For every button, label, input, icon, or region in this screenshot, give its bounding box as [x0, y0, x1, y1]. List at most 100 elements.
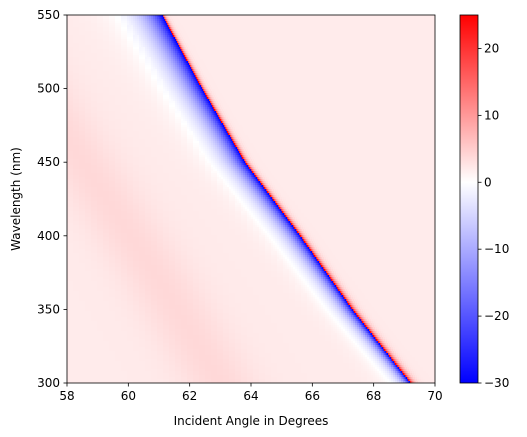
heatmap-cell [235, 29, 242, 32]
heatmap-cell [190, 35, 193, 38]
heatmap-cell [198, 27, 201, 30]
heatmap-cell [206, 31, 209, 34]
heatmap-cell [183, 19, 186, 22]
heatmap-cell [193, 37, 196, 40]
heatmap-cell [176, 37, 178, 40]
heatmap-cell [187, 37, 190, 40]
heatmap-cell [190, 27, 193, 30]
heatmap-cell [213, 33, 220, 36]
heatmap-cell [73, 15, 80, 18]
heatmap-cell [177, 15, 180, 18]
heatmap-cell [167, 37, 170, 40]
heatmap-cell [204, 17, 211, 20]
heatmap-cell [166, 25, 168, 28]
heatmap-cell [212, 35, 215, 38]
heatmap-cell [360, 17, 367, 20]
heatmap-cell [201, 15, 204, 18]
heatmap-cell [145, 35, 148, 38]
heatmap-cell [227, 15, 234, 18]
heatmap-cell [149, 27, 152, 30]
heatmap-cell [197, 23, 200, 26]
heatmap-cell [139, 19, 142, 22]
heatmap-cell [221, 25, 228, 28]
heatmap-cell [85, 37, 92, 40]
heatmap-cell [160, 15, 162, 18]
heatmap-cell [399, 33, 406, 36]
heatmap-cell [196, 31, 199, 34]
heatmap-cell [179, 33, 182, 36]
heatmap-cell [260, 21, 267, 24]
heatmap-cell [340, 35, 347, 38]
heatmap-cell [183, 29, 186, 32]
heatmap-cell [163, 33, 166, 36]
heatmap-cell [254, 21, 261, 24]
plot-area [67, 15, 435, 383]
heatmap-cell [153, 31, 156, 34]
heatmap-cell [67, 15, 74, 18]
heatmap-cell [121, 21, 128, 24]
heatmap-cell [194, 31, 197, 34]
heatmap-cell [139, 31, 142, 34]
heatmap-cell [153, 37, 156, 40]
heatmap-cell [139, 29, 142, 32]
heatmap-cell [182, 17, 185, 20]
heatmap-cell [269, 25, 276, 28]
heatmap-cell [155, 25, 158, 28]
heatmap-cell [242, 21, 249, 24]
heatmap-cell [176, 33, 178, 36]
heatmap-cell [171, 19, 174, 22]
heatmap-cell [332, 31, 339, 34]
heatmap-cell [159, 27, 162, 30]
heatmap-cell [151, 35, 154, 38]
heatmap-cell [171, 37, 173, 40]
heatmap-cell [360, 27, 367, 30]
heatmap-cell [331, 19, 338, 22]
heatmap-cell [319, 29, 326, 32]
heatmap-cell [342, 17, 349, 20]
heatmap-cell [331, 29, 338, 32]
heatmap-cell [372, 17, 379, 20]
heatmap-cell [115, 21, 122, 24]
heatmap-cell [155, 23, 158, 26]
heatmap-cell [91, 21, 98, 24]
heatmap-cells [67, 15, 435, 383]
heatmap-cell [155, 31, 158, 34]
heatmap-cell [208, 27, 211, 30]
heatmap-cell [178, 21, 181, 24]
heatmap-cell [67, 21, 74, 24]
heatmap-cell [162, 21, 164, 24]
heatmap-cell [115, 37, 122, 40]
heatmap-cell [343, 19, 350, 22]
heatmap-cell [149, 29, 152, 32]
heatmap-cell [129, 23, 132, 26]
heatmap-cell [161, 31, 164, 34]
heatmap-cell [183, 23, 186, 26]
heatmap-cell [73, 25, 80, 28]
heatmap-cell [195, 25, 198, 28]
heatmap-cell [177, 19, 180, 22]
heatmap-cell [283, 29, 290, 32]
heatmap-cell [193, 29, 196, 32]
heatmap-cell [335, 25, 342, 28]
heatmap-cell [147, 35, 150, 38]
heatmap-cell [179, 25, 182, 28]
heatmap-cell [355, 19, 362, 22]
heatmap-cell [121, 37, 128, 40]
heatmap-cell [141, 15, 144, 18]
heatmap-cell [284, 31, 291, 34]
heatmap-cell [171, 33, 173, 36]
heatmap-cell [145, 31, 148, 34]
heatmap-cell [215, 37, 222, 40]
heatmap-cell [157, 15, 159, 18]
heatmap-cell [198, 17, 201, 20]
heatmap-cell [418, 35, 425, 38]
heatmap-cell [79, 19, 86, 22]
heatmap-cell [189, 33, 192, 36]
heatmap-cell [375, 33, 382, 36]
heatmap-cell [161, 19, 163, 22]
heatmap-cell [189, 23, 192, 26]
heatmap-cell [258, 17, 265, 20]
heatmap-cell [137, 29, 140, 32]
heatmap-cell [281, 15, 288, 18]
heatmap-cell [199, 33, 202, 36]
